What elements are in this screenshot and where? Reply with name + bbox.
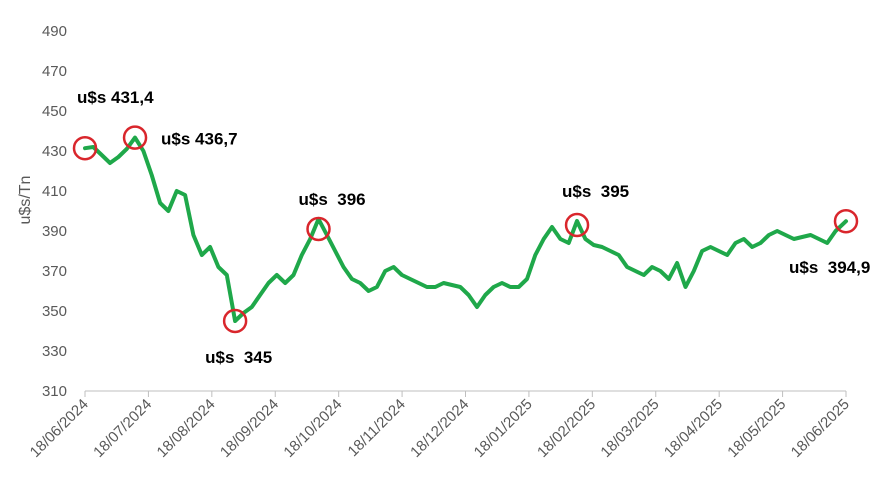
y-tick-label: 330 [42,343,67,360]
highlight-circle [564,212,590,238]
highlight-label: u$s 396 [299,190,366,209]
x-tick-label: 18/12/2024 [407,396,472,461]
highlight-label: u$s 395 [562,182,629,201]
highlight-label: u$s 345 [205,348,272,367]
y-tick-label: 310 [42,383,67,400]
y-tick-label: 450 [42,103,67,120]
x-tick-label: 18/01/2025 [471,396,536,461]
x-tick-label: 18/04/2025 [661,396,726,461]
highlight-label: u$s 431,4 [77,88,154,107]
x-tick-label: 18/02/2025 [534,396,599,461]
x-tick-label: 18/09/2024 [217,396,282,461]
x-tick-label: 18/05/2025 [724,396,789,461]
y-tick-label: 490 [42,23,67,40]
y-tick-label: 430 [42,143,67,160]
highlight-markers: u$s 431,4 u$s 436,7 u$s 345 u$s 396 u$s 395 u… [72,88,870,367]
highlight-label: u$s 436,7 [161,130,238,149]
highlight-label: u$s 394,9 [789,258,870,277]
y-axis-ticks: 310 330 350 370 390 410 430 450 470 490 [42,23,67,400]
x-tick-label: 18/10/2024 [280,396,345,461]
y-tick-label: 350 [42,303,67,320]
x-tick-label: 18/03/2025 [597,396,662,461]
x-tick-label: 18/06/2025 [788,396,853,461]
x-axis-ticks: 18/06/202418/07/202418/08/202418/09/2024… [27,391,853,461]
highlight-circle [122,125,148,150]
highlight-circle [72,135,98,161]
x-tick-label: 18/07/2024 [90,396,155,461]
y-tick-label: 470 [42,63,67,80]
y-axis-label: u$s/Tn [17,176,34,225]
price-series-line [83,135,848,323]
highlight-circle [306,216,331,242]
x-tick-label: 18/08/2024 [154,396,219,461]
y-tick-label: 410 [42,183,67,200]
highlight-circle [833,208,859,234]
y-tick-label: 370 [42,263,67,280]
x-tick-label: 18/11/2024 [345,396,409,460]
y-tick-label: 390 [42,223,67,240]
highlight-circle [222,308,248,334]
x-tick-label: 18/06/2024 [27,396,92,461]
